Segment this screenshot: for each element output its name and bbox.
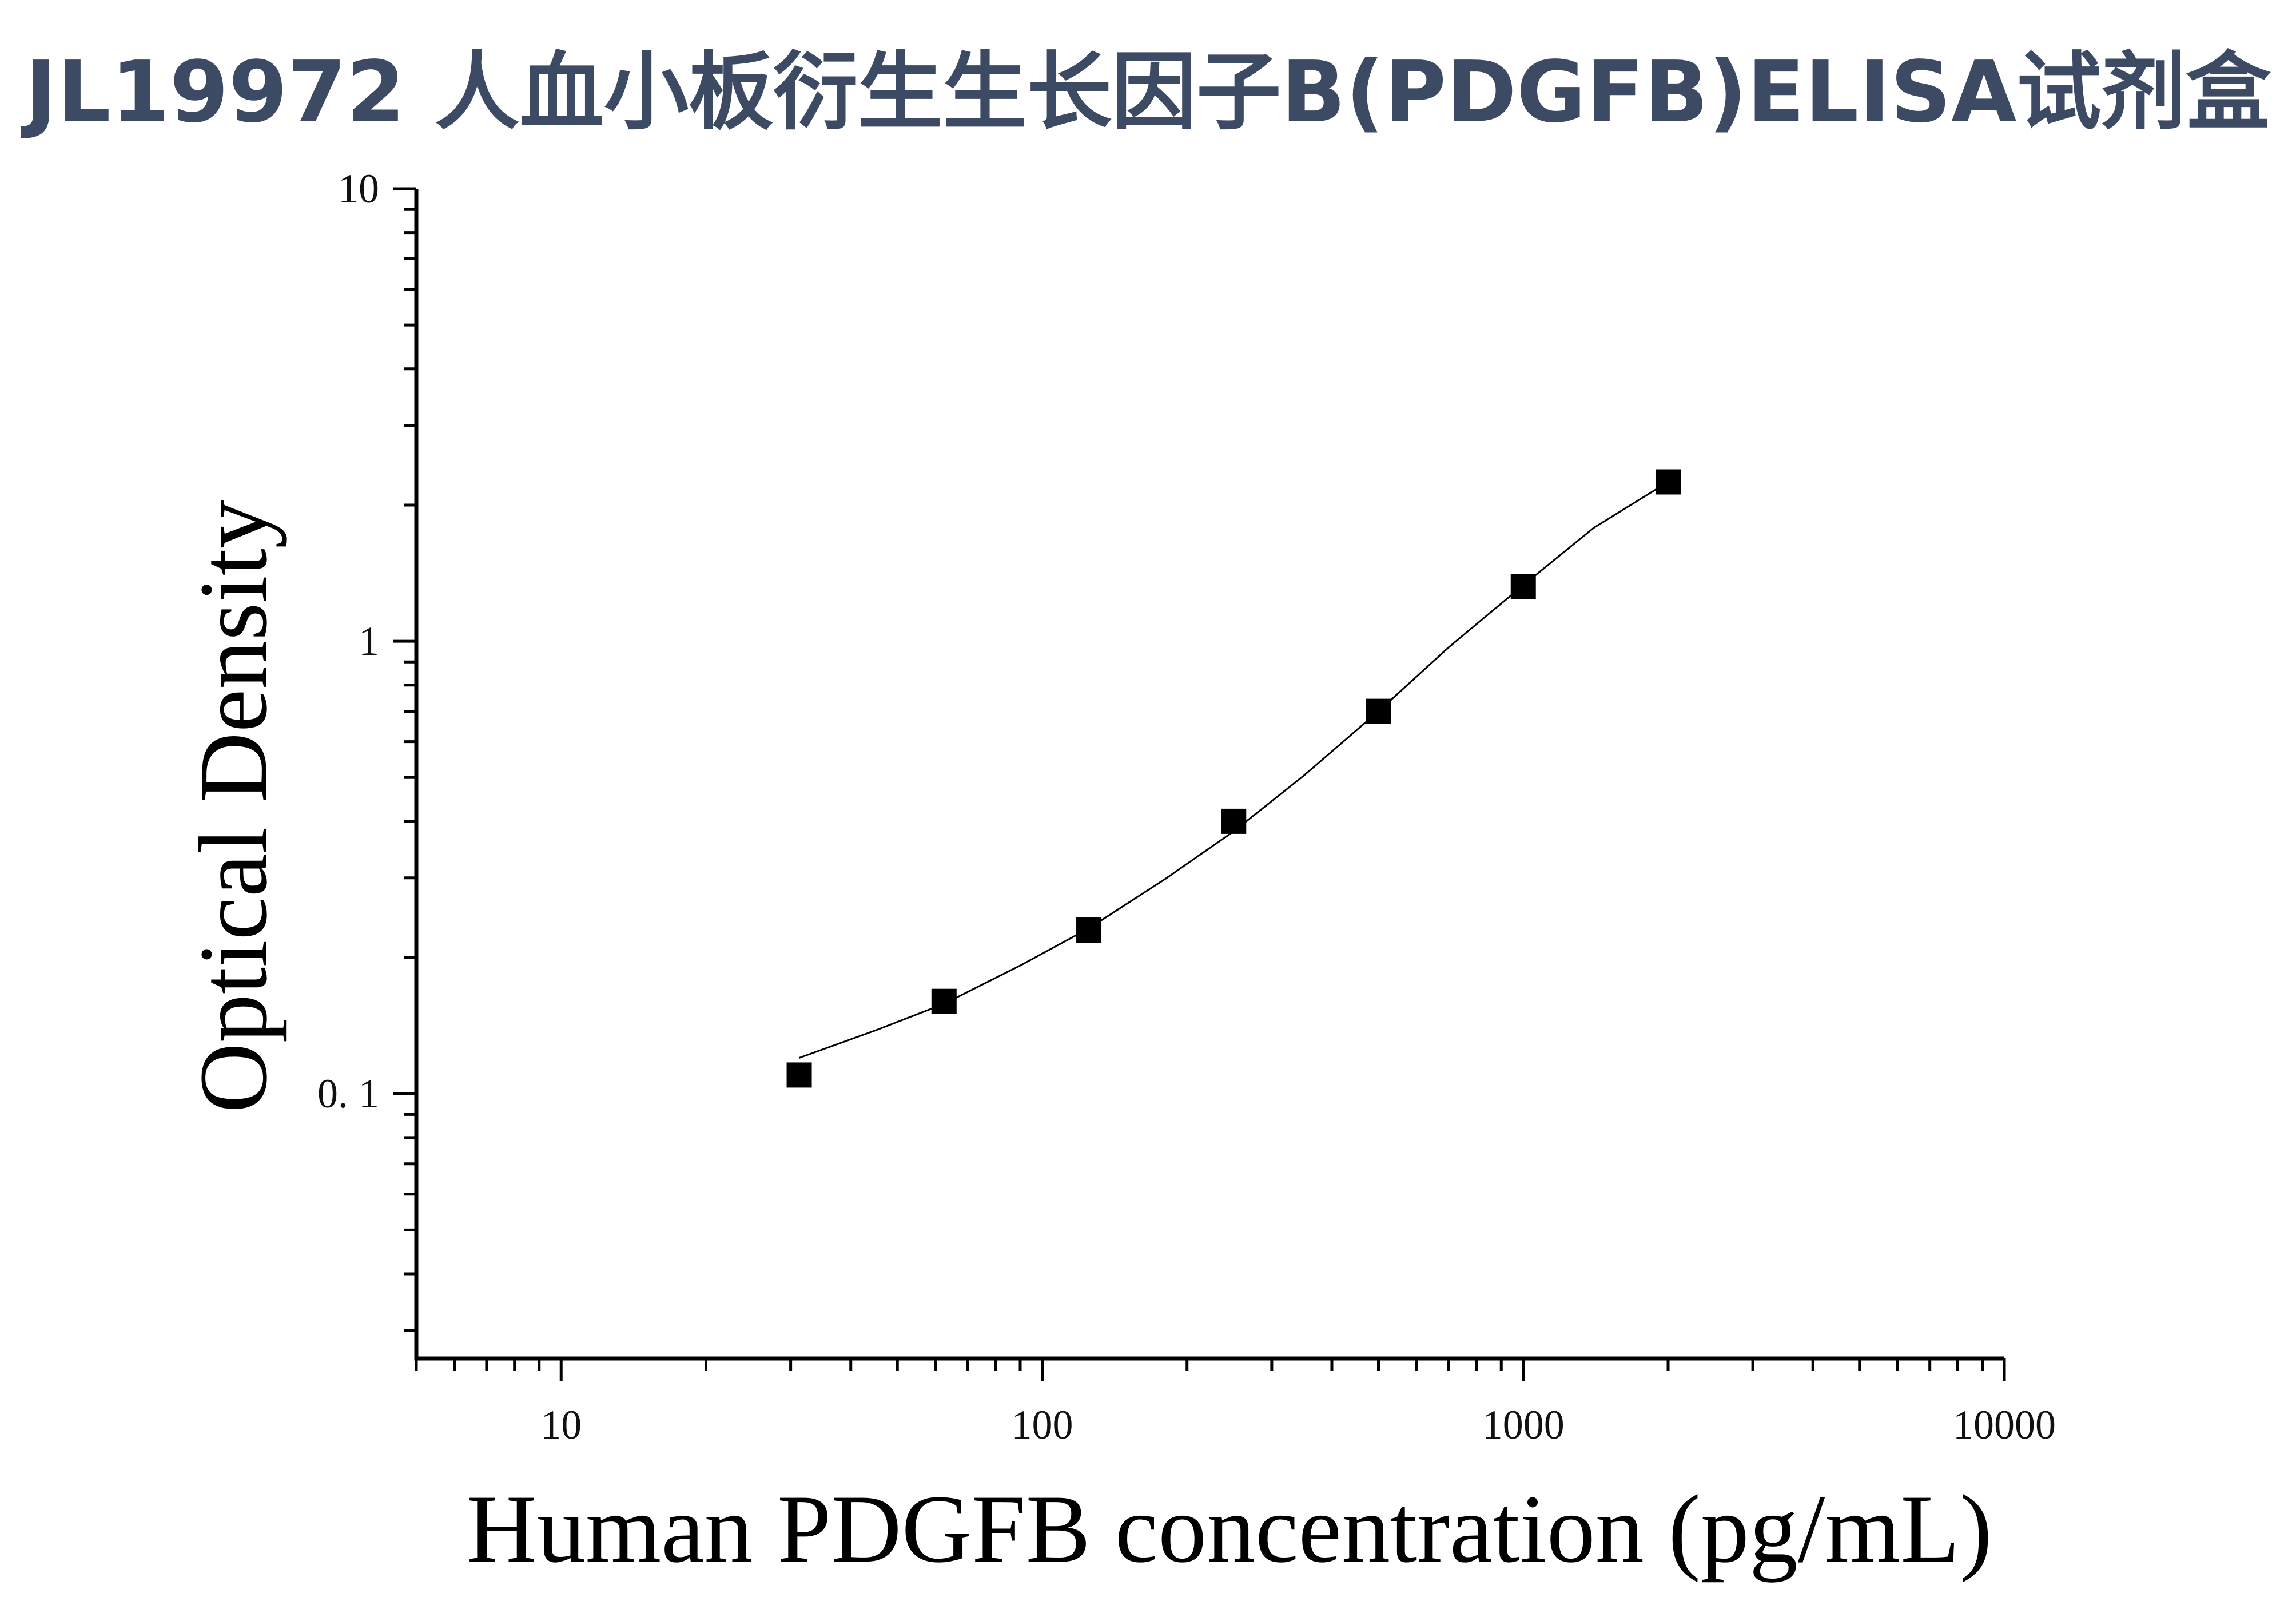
x-axis-label: Human PDGFB concentration (pg/mL)	[467, 1475, 1992, 1583]
data-points	[786, 469, 1681, 1088]
data-point	[1366, 698, 1391, 724]
x-tick-label: 10	[540, 1402, 582, 1448]
chart-axes	[393, 187, 2006, 1381]
page-title: JL19972 人血小板衍生生长因子B(PDGFB)ELISA试剂盒	[25, 43, 2271, 141]
x-tick-label: 1000	[1482, 1402, 1565, 1448]
fit-curve	[798, 481, 1669, 1059]
x-tick-label: 100	[1011, 1402, 1073, 1448]
data-point	[1510, 574, 1536, 599]
data-point	[931, 988, 957, 1014]
y-tick-label: 0. 1	[317, 1071, 379, 1117]
y-tick-label: 1	[359, 618, 379, 664]
data-point	[786, 1062, 812, 1088]
fit-curve-group	[798, 481, 1669, 1059]
y-tick-label: 10	[338, 166, 379, 212]
data-point	[1221, 808, 1247, 834]
data-point	[1655, 469, 1681, 495]
tick-labels: 10 100 1000 10000 0. 1 1 10	[317, 166, 2056, 1448]
y-axis-label: Optical Density	[180, 500, 287, 1113]
x-tick-label: 10000	[1953, 1402, 2056, 1448]
data-point	[1076, 917, 1102, 943]
